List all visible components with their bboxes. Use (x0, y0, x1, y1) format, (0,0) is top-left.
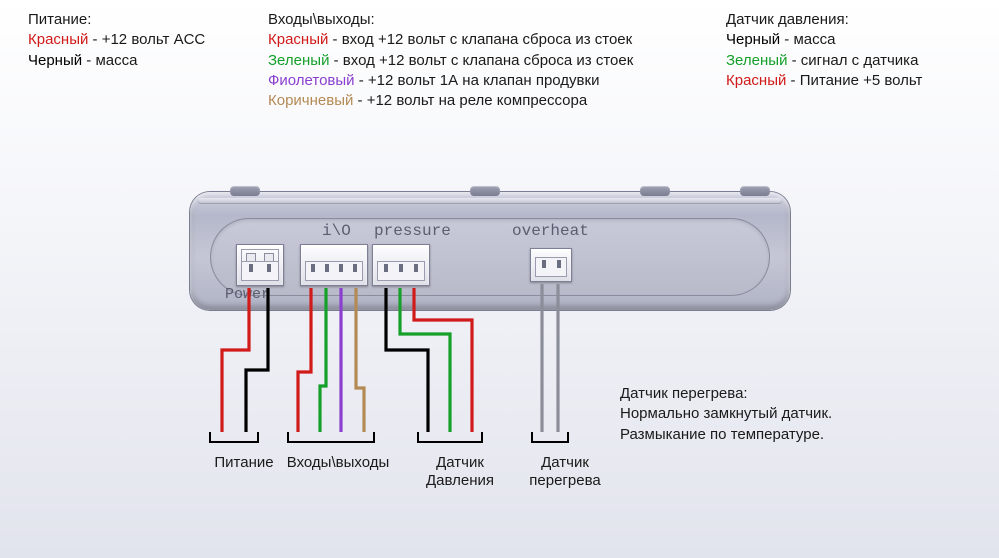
group-label: Входы\выходы (278, 454, 398, 472)
legend-color-name: Красный (268, 31, 328, 48)
legend-power: Питание:Красный - +12 вольт ACCЧерный - … (28, 10, 205, 71)
legend-color-name: Зеленый (726, 52, 787, 69)
port-label-pressure: pressure (374, 222, 451, 240)
legend-plain-line: Размыкание по температуре. (620, 425, 832, 445)
legend-title: Датчик давления: (726, 10, 922, 30)
legend-plain-line: Нормально замкнутый датчик. (620, 404, 832, 424)
legend-color-name: Красный (726, 72, 786, 89)
legend-desc: - вход +12 вольт с клапана сброса из сто… (328, 31, 632, 48)
legend-color-name: Зеленый (268, 52, 329, 69)
legend-line: Красный - +12 вольт ACC (28, 30, 205, 50)
legend-line: Коричневый - +12 вольт на реле компрессо… (268, 91, 633, 111)
connector-power (236, 244, 284, 286)
legend-color-name: Красный (28, 31, 88, 48)
terminal-bracket (210, 432, 258, 442)
connector-slot (305, 261, 363, 281)
connector-slot (535, 257, 567, 277)
legend-pressure: Датчик давления:Черный - массаЗеленый - … (726, 10, 922, 91)
legend-line: Черный - масса (28, 51, 205, 71)
legend-desc: - сигнал с датчика (787, 52, 918, 69)
legend-io: Входы\выходы:Красный - вход +12 вольт с … (268, 10, 633, 111)
terminal-bracket (532, 432, 568, 442)
connector-io (300, 244, 368, 286)
legend-title: Питание: (28, 10, 205, 30)
connector-slot (377, 261, 425, 281)
device-knob (640, 186, 670, 196)
port-label-overheat: overheat (512, 222, 589, 240)
device-knob (740, 186, 770, 196)
legend-title: Датчик перегрева: (620, 384, 832, 404)
legend-color-name: Черный (726, 31, 780, 48)
terminal-bracket (288, 432, 374, 442)
legend-line: Фиолетовый - +12 вольт 1А на клапан прод… (268, 71, 633, 91)
legend-desc: - масса (780, 31, 835, 48)
legend-desc: - масса (82, 52, 137, 69)
legend-overheat: Датчик перегрева:Нормально замкнутый дат… (620, 384, 832, 445)
legend-color-name: Коричневый (268, 92, 353, 109)
legend-desc: - вход +12 вольт с клапана сброса из сто… (329, 52, 633, 69)
device-knob (230, 186, 260, 196)
legend-desc: - +12 вольт ACC (88, 31, 205, 48)
connector-pressure (372, 244, 430, 286)
terminal-bracket (418, 432, 482, 442)
connector-slot (241, 261, 279, 281)
port-label-power: Power (225, 286, 270, 303)
legend-line: Зеленый - сигнал с датчика (726, 51, 922, 71)
port-label-io: i\O (322, 222, 351, 240)
device-panel (210, 218, 770, 296)
legend-line: Черный - масса (726, 30, 922, 50)
device-knob (470, 186, 500, 196)
connector-overheat (530, 248, 572, 282)
legend-desc: - Питание +5 вольт (786, 72, 922, 89)
legend-line: Красный - вход +12 вольт с клапана сброс… (268, 30, 633, 50)
legend-color-name: Фиолетовый (268, 72, 355, 89)
legend-line: Зеленый - вход +12 вольт с клапана сброс… (268, 51, 633, 71)
legend-desc: - +12 вольт на реле компрессора (353, 92, 587, 109)
legend-color-name: Черный (28, 52, 82, 69)
group-label: Питание (204, 454, 284, 472)
group-label: Датчикперегрева (520, 454, 610, 490)
legend-line: Красный - Питание +5 вольт (726, 71, 922, 91)
legend-desc: - +12 вольт 1А на клапан продувки (355, 72, 600, 89)
legend-title: Входы\выходы: (268, 10, 633, 30)
group-label: ДатчикДавления (420, 454, 500, 490)
